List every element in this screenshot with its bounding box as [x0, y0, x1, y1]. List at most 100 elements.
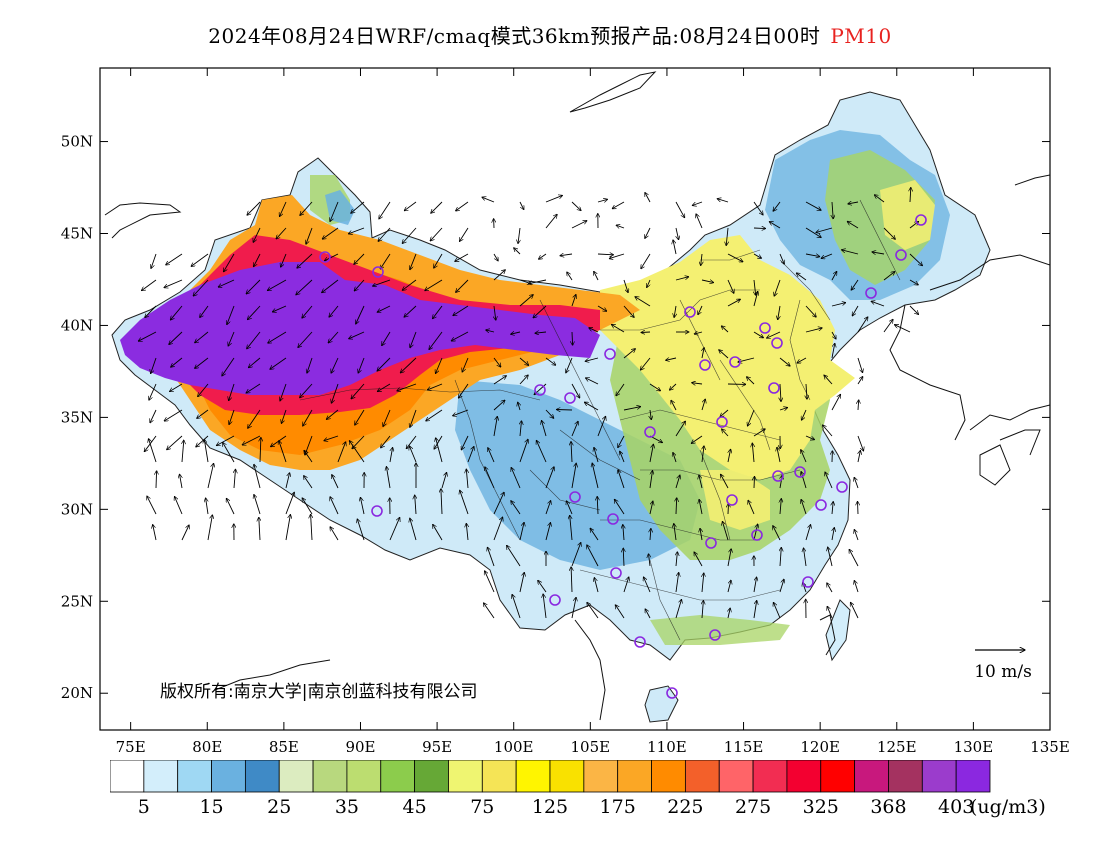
wind-arrow [701, 399, 705, 411]
wind-arrow [303, 409, 313, 426]
wind-arrow [702, 446, 704, 463]
wind-arrow [247, 201, 261, 215]
wind-arrow [296, 279, 313, 295]
wind-arrow [329, 305, 339, 317]
wind-arrow [300, 201, 313, 215]
station-marker [569, 491, 581, 503]
wind-arrow [169, 331, 183, 345]
station-marker [534, 384, 546, 396]
wind-arrow [773, 526, 781, 541]
colorbar-cell [583, 760, 619, 793]
wind-arrow [487, 547, 495, 567]
wind-arrow [281, 409, 287, 423]
wind-arrow [909, 305, 919, 314]
wind-arrow [164, 409, 183, 421]
wind-arrow [484, 603, 495, 619]
wind-arrow [322, 227, 339, 239]
wind-arrow [460, 490, 469, 515]
wind-arrow [769, 222, 781, 229]
lat-tick-label: 20N [61, 684, 93, 702]
lat-tick-label: 50N [61, 133, 93, 151]
lon-tick-label: 95E [422, 738, 452, 756]
wind-arrow [224, 253, 235, 272]
wind-arrow [270, 357, 287, 369]
wind-arrow [620, 451, 625, 463]
wind-arrow [466, 523, 468, 541]
wind-arrow [571, 421, 578, 437]
wind-arrow [828, 547, 833, 567]
station-marker [771, 337, 783, 349]
wind-arrow [645, 227, 651, 238]
wind-arrow [832, 201, 833, 219]
wind-arrow [535, 332, 547, 333]
country-borders [104, 71, 1050, 721]
wind-arrow [147, 496, 157, 515]
colorbar-cell [651, 760, 686, 793]
station-marker [772, 470, 784, 482]
wind-arrow [909, 279, 918, 285]
wind-arrow [560, 254, 573, 256]
wind-arrow [671, 400, 677, 411]
wind-arrow [410, 331, 417, 348]
wind-arrow [519, 201, 524, 210]
wind-arrow [389, 448, 393, 463]
wind-arrow [267, 279, 287, 291]
wind-arrow [195, 331, 209, 343]
wind-arrow [488, 448, 495, 463]
wind-arrow [571, 442, 572, 463]
wind-arrow [145, 305, 157, 318]
colorbar-label: 45 [403, 796, 427, 818]
wind-arrow [493, 270, 505, 281]
wind-arrow [851, 602, 859, 619]
wind-arrow [482, 197, 495, 203]
wind-arrow [571, 543, 581, 567]
wind-arrow [700, 528, 702, 541]
wind-arrow [623, 525, 624, 541]
wind-arrow [801, 499, 807, 515]
wind-arrow [647, 279, 651, 288]
wind-arrow [307, 357, 313, 373]
wind-arrow [389, 517, 400, 541]
wind-arrow [635, 297, 651, 307]
colorbar-cell [143, 760, 179, 793]
wind-arrow [851, 279, 859, 290]
station-marker [634, 636, 646, 648]
wind-arrow [383, 409, 391, 427]
wind-arrow [821, 253, 833, 258]
station-marker [705, 537, 717, 549]
wind-arrow [675, 201, 685, 218]
wind-arrow [195, 357, 209, 368]
wind-arrow [649, 444, 653, 463]
wind-arrow [589, 328, 599, 333]
lon-tick-label: 125E [877, 738, 917, 756]
wind-arrow [171, 357, 183, 367]
wind-arrow [227, 305, 235, 325]
wind-arrow [801, 472, 807, 489]
lon-tick-label: 110E [647, 738, 687, 756]
wind-arrow [360, 497, 365, 515]
wind-arrow [753, 228, 766, 229]
wind-arrow [805, 435, 815, 440]
wind-arrow [676, 498, 677, 515]
title-text: 2024年08月24日WRF/cmaq模式36km预报产品:08月24日00时 [208, 24, 821, 48]
wind-arrow [493, 400, 505, 411]
wind-arrow [377, 357, 391, 371]
wind-arrow [825, 472, 833, 489]
wind-arrow [175, 497, 183, 515]
wind-arrow [777, 447, 781, 463]
wind-arrow [816, 227, 833, 233]
colorbar-cell [955, 760, 991, 793]
wind-arrow [248, 409, 261, 428]
extreme-zone-taklimakan [120, 262, 600, 395]
wind-arrow [675, 573, 679, 593]
wind-arrow [429, 331, 443, 350]
wind-arrow [805, 201, 821, 210]
wind-arrow [545, 357, 556, 365]
wind-arrow [571, 221, 587, 229]
wind-arrow [207, 515, 212, 541]
wind-arrow [149, 383, 157, 400]
wind-arrow [854, 530, 859, 541]
wind-arrow [675, 475, 680, 489]
colorbar-label: 225 [667, 796, 703, 818]
wind-arrow [827, 606, 833, 619]
